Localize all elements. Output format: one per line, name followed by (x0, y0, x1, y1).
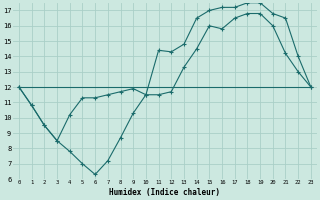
X-axis label: Humidex (Indice chaleur): Humidex (Indice chaleur) (109, 188, 220, 197)
